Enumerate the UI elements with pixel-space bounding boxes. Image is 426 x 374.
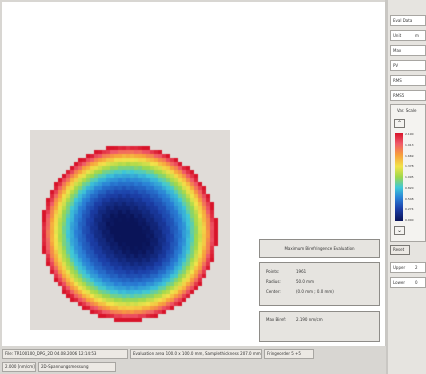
sidebar-row-pv[interactable]: PV xyxy=(390,60,426,71)
status-mode-label: 2D-Spannungsmessung xyxy=(38,362,116,372)
chevron-down-icon: ⌄ xyxy=(396,227,403,234)
scale-label: 1.669 xyxy=(405,153,414,158)
window-frame-top xyxy=(0,0,426,2)
chevron-up-icon: ⌃ xyxy=(396,120,403,127)
radius-label: Radius: xyxy=(266,279,281,284)
scale-label: 1.913 xyxy=(405,142,414,147)
sidebar-row-rms[interactable]: RMS xyxy=(390,75,426,86)
max-biref-label: Max Biref: xyxy=(266,317,287,322)
points-row: Points: 1961 xyxy=(266,269,375,275)
scale-label: 0.820 xyxy=(405,185,414,190)
color-scale-panel: Var. Scale ⌃ 2.190 1.913 1.669 1.378 1.095 0.… xyxy=(390,104,426,242)
status-file: File: TR100100_DPG_2D 04.08.2006 12:14:5… xyxy=(2,349,128,359)
center-label: Center: xyxy=(266,289,281,294)
status-mode-value: 2.000 [nm/cm] xyxy=(2,362,36,372)
sidebar: Eval Data Unit m Max PV RMS RMS5 Var. Sc… xyxy=(388,0,426,374)
rms-label: RMS xyxy=(393,78,402,83)
window-frame-left xyxy=(0,0,2,374)
sidebar-row-unit[interactable]: Unit m xyxy=(390,30,426,41)
rms5-label: RMS5 xyxy=(393,93,405,98)
status-area: Evaluation area 100.0 x 100.0 mm, Sample… xyxy=(130,349,262,359)
radius-row: Radius: 50.0 mm xyxy=(266,279,375,285)
splitter[interactable] xyxy=(385,0,388,374)
sidebar-row-lower[interactable]: Lower 0 xyxy=(390,277,426,288)
scale-label: 0.274 xyxy=(405,207,414,212)
color-scale-bar xyxy=(395,133,403,221)
max-biref-row: Max Biref: 2.190 nm/cm xyxy=(266,317,375,323)
max-biref-value: 2.190 nm/cm xyxy=(296,317,323,322)
unit-value: m xyxy=(415,33,419,38)
center-row: Center: (0.0 mm ; 0.0 mm) xyxy=(266,289,375,295)
evaluation-title-panel: Maximum Birefringence Evaluation xyxy=(259,239,380,258)
status-bar: File: TR100100_DPG_2D 04.08.2006 12:14:5… xyxy=(2,346,386,374)
reset-button[interactable]: Reset xyxy=(390,245,410,255)
sidebar-row-upper[interactable]: Upper 2 xyxy=(390,262,426,273)
scale-label: 0.000 xyxy=(405,218,414,222)
scale-title: Var. Scale xyxy=(397,108,417,113)
scale-label: 1.378 xyxy=(405,164,414,169)
max-birefringence-panel: Max Biref: 2.190 nm/cm xyxy=(259,311,380,342)
sidebar-row-eval-data[interactable]: Eval Data xyxy=(390,15,426,26)
upper-value: 2 xyxy=(415,265,418,270)
evaluation-info-panel: Points: 1961 Radius: 50.0 mm Center: (0.… xyxy=(259,262,380,306)
points-value: 1961 xyxy=(296,269,307,274)
center-value: (0.0 mm ; 0.0 mm) xyxy=(296,289,334,294)
max-label: Max xyxy=(393,48,402,53)
eval-data-label: Eval Data xyxy=(393,18,413,23)
scale-up-button[interactable]: ⌃ xyxy=(394,119,405,128)
sidebar-row-rms5[interactable]: RMS5 xyxy=(390,90,426,101)
upper-label: Upper xyxy=(393,265,406,270)
unit-label: Unit xyxy=(393,33,402,38)
pv-label: PV xyxy=(393,63,399,68)
sidebar-row-max[interactable]: Max xyxy=(390,45,426,56)
radius-value: 50.0 mm xyxy=(296,279,314,284)
lower-value: 0 xyxy=(415,280,418,285)
birefringence-heatmap xyxy=(30,130,230,330)
scale-label: 1.095 xyxy=(405,175,414,179)
lower-label: Lower xyxy=(393,280,405,285)
scale-down-button[interactable]: ⌄ xyxy=(394,226,405,235)
status-fringe: Fringeorder 5 +5 xyxy=(264,349,314,359)
scale-label: 0.548 xyxy=(405,196,414,201)
evaluation-title: Maximum Birefringence Evaluation xyxy=(284,246,355,251)
scale-label: 2.190 xyxy=(405,132,414,136)
points-label: Points: xyxy=(266,269,280,274)
